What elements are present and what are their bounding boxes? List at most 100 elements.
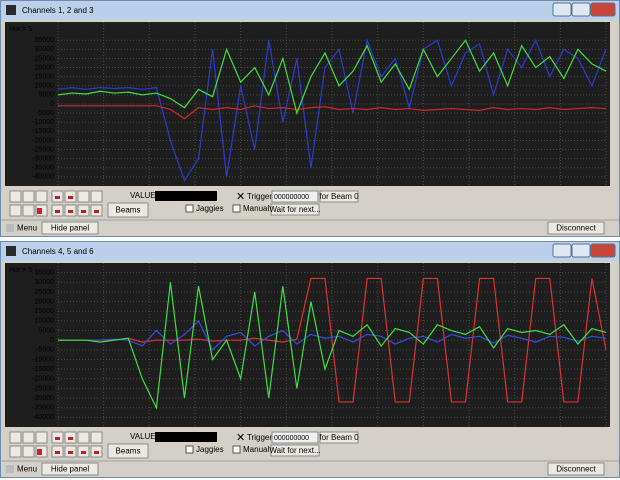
tool-icon	[81, 210, 86, 213]
wait-button[interactable]	[270, 203, 320, 216]
hide-panel-button-label: Hide panel	[51, 224, 89, 233]
value-label: VALUE	[130, 432, 156, 441]
y-tick-label: -35000	[32, 405, 54, 412]
tool-icon	[81, 451, 86, 454]
manual-checkbox[interactable]	[232, 204, 241, 213]
y-tick-label: -20000	[32, 376, 54, 383]
hide-panel-button[interactable]	[41, 462, 99, 476]
wait-button[interactable]	[270, 444, 320, 457]
menu-label[interactable]: Menu	[17, 224, 37, 233]
trigger-icon: ✕	[236, 432, 245, 444]
title-bar	[1, 1, 619, 20]
beams-button-label: Beams	[116, 447, 141, 456]
small-button[interactable]	[35, 431, 48, 444]
stop-icon	[37, 208, 42, 214]
small-button[interactable]	[22, 445, 35, 458]
window-button[interactable]	[552, 243, 572, 258]
tool-icon	[55, 210, 60, 213]
y-tick-label: 15000	[35, 308, 55, 315]
manual-checkbox[interactable]	[232, 445, 241, 454]
y-tick-label: -35000	[32, 165, 54, 172]
beams-button[interactable]	[107, 443, 149, 459]
small-button[interactable]	[22, 190, 35, 203]
jaggies-label: Jaggies	[196, 445, 224, 454]
y-tick-label: -15000	[32, 128, 54, 135]
y-tick-label: -10000	[32, 356, 54, 363]
window-button[interactable]	[590, 2, 616, 17]
beams-button[interactable]	[107, 202, 149, 218]
tool-icon	[55, 437, 60, 440]
y-tick-label: 20000	[35, 64, 55, 71]
y-tick-label: 5000	[38, 92, 54, 99]
signal-line	[57, 38, 607, 182]
tool-button[interactable]	[90, 431, 103, 444]
window-title: Channels 4, 5 and 6	[22, 247, 94, 256]
small-button[interactable]	[9, 204, 22, 217]
stop-icon	[37, 449, 42, 455]
y-tick-label: -40000	[32, 174, 54, 181]
y-tick-label: -30000	[32, 156, 54, 163]
signal-line	[58, 277, 607, 403]
menu-icon	[6, 224, 14, 232]
jaggies-checkbox[interactable]	[185, 445, 194, 454]
small-button[interactable]	[22, 431, 35, 444]
signal-line	[58, 105, 607, 120]
window-title: Channels 1, 2 and 3	[22, 6, 94, 15]
menu-icon	[6, 465, 14, 473]
signal-line	[58, 319, 607, 351]
y-tick-label: 0	[50, 337, 54, 344]
tool-button[interactable]	[77, 190, 90, 203]
trigger-field-text: 000000000	[274, 194, 309, 201]
for-beam-button-label: for Beam 0	[319, 433, 359, 442]
for-beam-button[interactable]	[319, 431, 359, 444]
tool-icon	[94, 210, 99, 213]
value-field	[155, 191, 217, 201]
window-button[interactable]	[552, 2, 572, 17]
menu-label[interactable]: Menu	[17, 465, 37, 474]
trigger-field-text: 000000000	[274, 435, 309, 442]
window-button[interactable]	[571, 243, 591, 258]
y-tick-label: 5000	[38, 327, 54, 334]
small-button[interactable]	[9, 445, 22, 458]
y-tick-label: 20000	[35, 298, 55, 305]
tool-button[interactable]	[90, 190, 103, 203]
y-tick-label: 15000	[35, 74, 55, 81]
y-tick-label: 10000	[35, 83, 55, 90]
hor-label: Hor:= 5	[9, 267, 32, 274]
hide-panel-button-label: Hide panel	[51, 465, 89, 474]
trigger-label[interactable]: Trigger	[247, 192, 272, 201]
hide-panel-button[interactable]	[41, 221, 99, 235]
y-tick-label: -40000	[32, 414, 54, 421]
y-tick-label: 10000	[35, 318, 55, 325]
tool-button[interactable]	[77, 431, 90, 444]
wait-button-label: Wait for next...	[269, 446, 320, 455]
small-button[interactable]	[35, 190, 48, 203]
app-icon	[6, 246, 16, 256]
app-icon	[6, 5, 16, 15]
value-label: VALUE	[130, 191, 156, 200]
y-tick-label: -10000	[32, 119, 54, 126]
small-button[interactable]	[9, 431, 22, 444]
window-button[interactable]	[571, 2, 591, 17]
jaggies-checkbox[interactable]	[185, 204, 194, 213]
disconnect-button[interactable]	[547, 462, 605, 476]
y-tick-label: -25000	[32, 146, 54, 153]
tool-icon	[68, 210, 73, 213]
for-beam-button[interactable]	[319, 190, 359, 203]
y-tick-label: -5000	[36, 110, 54, 117]
small-button[interactable]	[22, 204, 35, 217]
window-button[interactable]	[590, 243, 616, 258]
tool-icon	[68, 437, 73, 440]
disconnect-button[interactable]	[547, 221, 605, 235]
wait-button-label: Wait for next...	[269, 205, 320, 214]
tool-icon	[55, 196, 60, 199]
disconnect-button-label: Disconnect	[556, 224, 596, 233]
y-tick-label: 35000	[35, 269, 55, 276]
y-tick-label: -25000	[32, 385, 54, 392]
beams-button-label: Beams	[116, 206, 141, 215]
trigger-label[interactable]: Trigger	[247, 433, 272, 442]
tool-icon	[55, 451, 60, 454]
small-button[interactable]	[9, 190, 22, 203]
